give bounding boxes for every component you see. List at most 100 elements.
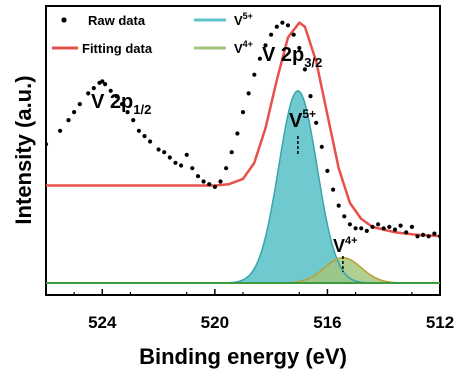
raw-data-point	[308, 94, 313, 99]
raw-data-point	[314, 120, 319, 125]
annotation-v5: V5+	[289, 107, 316, 132]
legend: Raw data Fitting data V5+ V4+	[52, 11, 253, 56]
raw-data-point	[409, 224, 414, 229]
raw-data-point	[162, 150, 167, 155]
raw-data-point	[359, 226, 364, 231]
raw-data-point	[66, 118, 71, 123]
annotation-v5-main: V	[289, 110, 303, 132]
raw-data-point	[421, 232, 426, 237]
raw-data-point	[218, 179, 223, 184]
raw-data-point	[426, 234, 431, 239]
annotation-v2p32-sub: 3/2	[304, 55, 322, 70]
raw-data-point	[269, 32, 274, 37]
raw-data-point	[195, 174, 201, 179]
annotation-v2p32: V 2p3/2	[262, 44, 322, 70]
raw-data-point	[353, 226, 358, 231]
v5-component-line	[46, 90, 440, 284]
raw-data-point	[125, 110, 130, 115]
raw-data-point	[274, 24, 279, 29]
raw-data-point	[156, 147, 161, 152]
raw-data-point	[190, 166, 195, 171]
legend-v4-sup: 4+	[243, 39, 253, 49]
raw-data-point	[381, 226, 386, 231]
raw-data-point	[103, 82, 108, 87]
annotation-v2p12-sub: 1/2	[133, 102, 151, 117]
raw-data-point	[224, 166, 229, 171]
raw-data-point	[201, 179, 206, 184]
raw-data-point	[302, 67, 307, 72]
legend-raw-marker	[61, 17, 67, 23]
raw-data-point	[370, 224, 375, 229]
raw-data-point	[229, 150, 234, 155]
raw-data-point	[297, 45, 302, 51]
raw-data-point	[77, 102, 82, 107]
raw-data-point	[432, 231, 437, 236]
raw-data-point	[58, 128, 63, 133]
raw-data-point	[136, 128, 141, 133]
raw-data-point	[415, 234, 420, 239]
raw-data-point	[207, 182, 212, 187]
legend-v4-main: V	[234, 41, 243, 56]
y-axis-label: Intensity (a.u.)	[11, 75, 36, 224]
annotation-v2p12-main: V 2p	[91, 91, 133, 113]
x-tick-label: 516	[313, 313, 341, 332]
raw-data-point	[167, 155, 172, 160]
raw-data-point	[342, 214, 347, 219]
legend-fit-label: Fitting data	[82, 41, 153, 56]
raw-data-point	[131, 118, 136, 123]
raw-data-point	[291, 32, 296, 37]
raw-data-point	[173, 160, 178, 165]
legend-v5-sup: 5+	[243, 11, 253, 21]
raw-data-point	[398, 223, 403, 228]
raw-data-point	[114, 94, 119, 99]
raw-data-point	[142, 134, 147, 139]
raw-data-point	[319, 144, 324, 149]
raw-data-point	[285, 23, 291, 28]
raw-data-point	[280, 20, 285, 25]
raw-data-point	[347, 222, 352, 227]
x-tick-label: 520	[201, 313, 229, 332]
raw-data-point	[364, 228, 369, 233]
raw-data-point	[404, 230, 409, 235]
raw-data-point	[72, 110, 77, 115]
raw-data-point	[336, 203, 341, 208]
raw-data-point	[100, 79, 105, 84]
raw-data-point	[108, 88, 113, 93]
annotation-v4: V4+	[333, 235, 358, 256]
v4-component-area	[46, 257, 440, 283]
v5-component-area	[46, 90, 440, 283]
raw-data-point	[252, 72, 257, 77]
raw-data-point	[387, 224, 392, 229]
raw-data-point	[119, 102, 125, 107]
raw-data-point	[325, 168, 330, 173]
raw-data-point	[257, 56, 262, 61]
annotation-v2p32-main: V 2p	[262, 44, 304, 66]
raw-data-point	[179, 163, 184, 168]
legend-raw-label: Raw data	[88, 13, 146, 28]
x-tick-label: 512	[426, 313, 454, 332]
raw-data-point	[240, 110, 246, 115]
raw-data-point	[246, 91, 251, 96]
raw-data-point	[437, 234, 440, 239]
raw-data-point	[331, 187, 336, 192]
raw-data-point	[376, 222, 381, 227]
raw-data-point	[148, 139, 153, 144]
x-tick-label: 524	[88, 313, 117, 332]
annotation-v4-sup: 4+	[345, 235, 358, 247]
annotation-v2p12: V 2p1/2	[91, 91, 151, 117]
raw-data-point	[263, 43, 268, 48]
raw-data-point	[235, 131, 240, 136]
annotation-v5-sup: 5+	[302, 107, 316, 121]
x-axis-label: Binding energy (eV)	[139, 344, 347, 369]
raw-data-point	[46, 142, 49, 147]
legend-v5-label: V5+	[234, 11, 253, 28]
raw-data-point	[392, 227, 398, 232]
legend-v5-main: V	[234, 13, 243, 28]
fitting-data-line	[46, 21, 440, 238]
legend-v4-label: V4+	[234, 39, 253, 56]
raw-data-point	[91, 86, 96, 91]
raw-data-point	[86, 91, 91, 96]
annotation-v4-main: V	[333, 236, 345, 256]
raw-data-point	[184, 152, 189, 157]
